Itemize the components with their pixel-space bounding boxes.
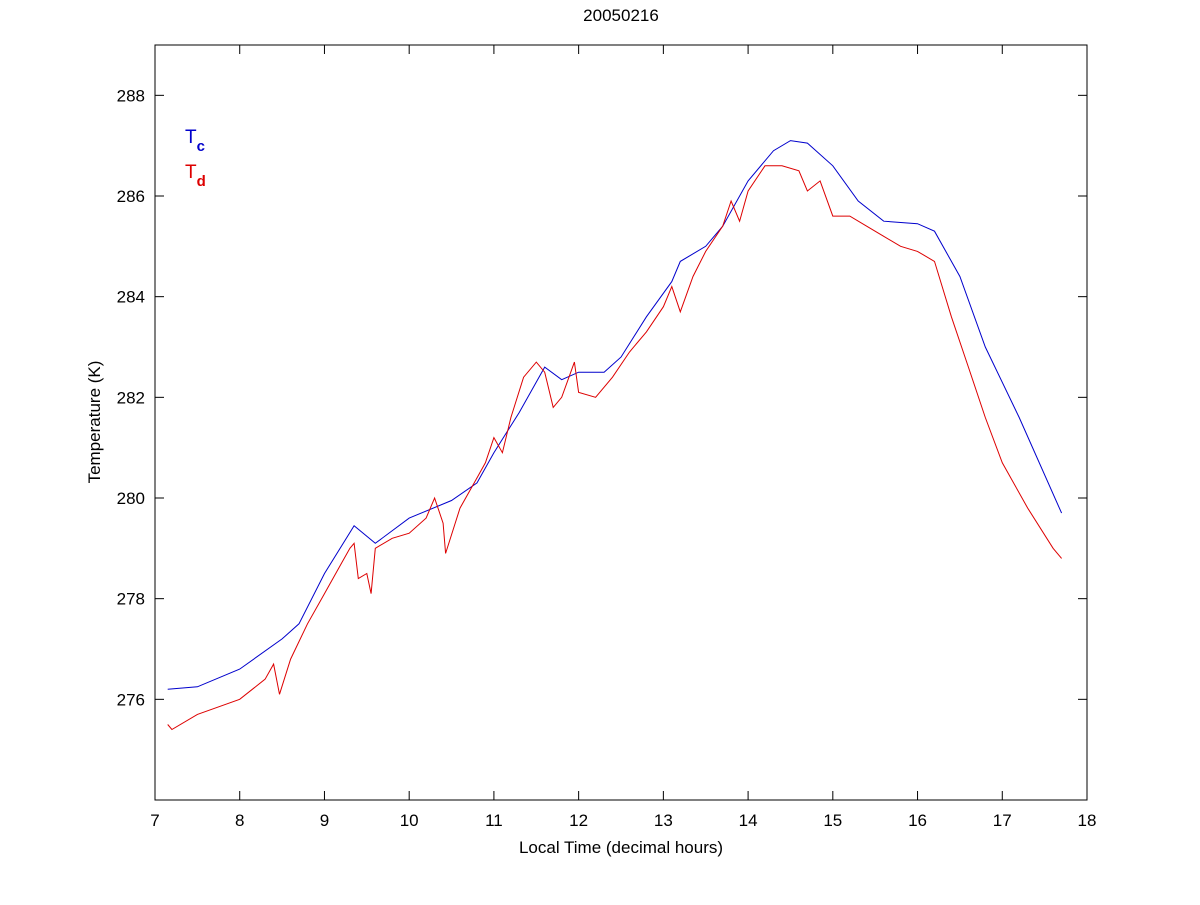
x-axis-label: Local Time (decimal hours) (519, 838, 723, 857)
series-lines (167, 140, 1063, 731)
plot-area (154, 44, 1088, 801)
axis-ticks: 7 8 9 10 11 12 13 14 15 16 17 18 276 278 280 282 284 286 2… (117, 45, 1097, 830)
x-tick-label: 17 (993, 811, 1012, 830)
x-tick-label: 13 (654, 811, 673, 830)
x-tick-label: 11 (485, 811, 503, 830)
x-tick-label: 16 (908, 811, 927, 830)
legend: Tc Td (185, 127, 206, 190)
x-tick-label: 8 (235, 811, 244, 830)
y-tick-label: 288 (117, 86, 145, 105)
x-tick-label: 9 (320, 811, 329, 830)
legend-entry-c: Tc (185, 127, 205, 155)
series-line-td (167, 165, 1062, 731)
y-tick-label: 278 (117, 590, 145, 609)
x-tick-label: 10 (400, 811, 419, 830)
x-tick-label: 15 (823, 811, 842, 830)
chart-title: 20050216 (583, 6, 659, 25)
x-tick-label: 14 (739, 811, 758, 830)
y-tick-label: 282 (117, 388, 145, 407)
x-tick-label: 18 (1078, 811, 1097, 830)
y-tick-label: 284 (117, 288, 145, 307)
x-tick-label: 7 (150, 811, 159, 830)
y-axis-label: Temperature (K) (85, 361, 104, 484)
y-tick-label: 286 (117, 187, 145, 206)
y-tick-label: 276 (117, 690, 145, 709)
series-line-tc (167, 140, 1063, 690)
x-tick-label: 12 (569, 811, 588, 830)
legend-entry-d: Td (185, 162, 206, 190)
y-tick-label: 280 (117, 489, 145, 508)
